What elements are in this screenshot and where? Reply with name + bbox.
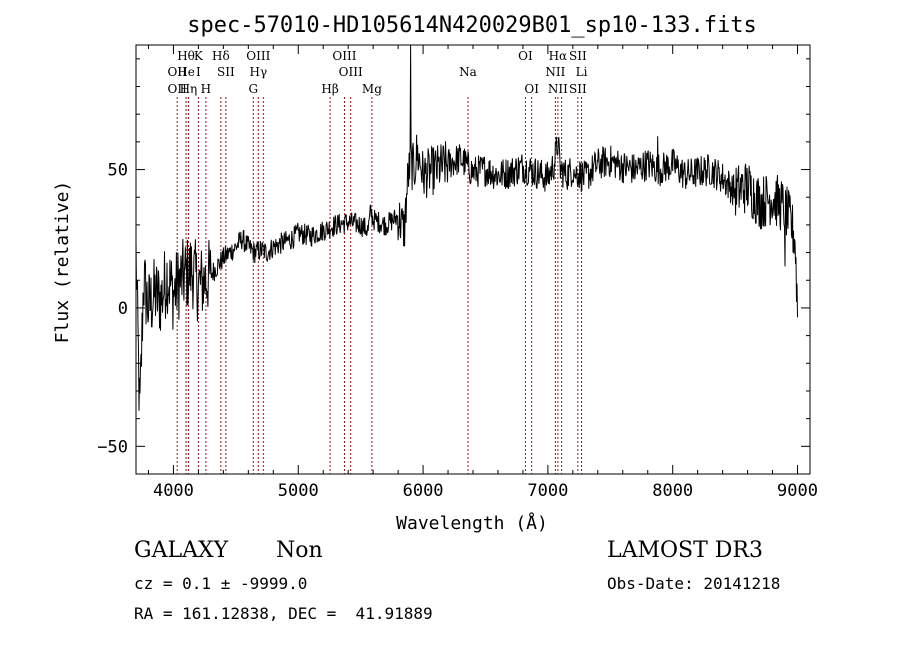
- line-marker-label: OIII: [332, 49, 356, 63]
- x-tick-label: 7000: [527, 481, 568, 501]
- line-marker-label: Hδ: [212, 49, 230, 63]
- line-marker-label: SII: [217, 65, 235, 79]
- coordinates-readout: RA = 161.12838, DEC = 41.91889: [134, 604, 433, 623]
- line-marker-label: Hη: [180, 82, 198, 96]
- line-marker-label: OII: [168, 65, 188, 79]
- survey-name: LAMOST DR3: [607, 538, 763, 563]
- line-marker-label: G: [249, 82, 259, 96]
- line-marker-label: NII: [548, 82, 568, 96]
- y-axis-label: Flux (relative): [52, 181, 73, 344]
- line-marker-label: K: [194, 49, 204, 63]
- line-marker-label: Hθ: [177, 49, 195, 63]
- line-marker-label: NII: [545, 65, 565, 79]
- observation-date: Obs-Date: 20141218: [607, 574, 781, 593]
- redshift-readout: cz = 0.1 ± -9999.0: [134, 574, 308, 593]
- chart-title: spec-57010-HD105614N420029B01_sp10-133.f…: [187, 13, 757, 38]
- line-marker-label: Li: [576, 65, 588, 79]
- line-marker-label: SII: [569, 49, 587, 63]
- line-marker-labels: OIIOIIHθHeHηKIHHδSIIGOIIIHγHβOIIIOIIIMgN…: [168, 49, 588, 96]
- line-marker-label: H: [201, 82, 211, 96]
- object-subclass: Non: [276, 538, 323, 563]
- line-marker-label: Hα: [549, 49, 568, 63]
- line-marker-label: Na: [459, 65, 477, 79]
- axis-ticks: 4000 5000 6000 7000 8000 9000 −50 0 50: [97, 45, 818, 501]
- line-marker-label: OIII: [339, 65, 363, 79]
- x-tick-label: 8000: [652, 481, 693, 501]
- line-marker-label: Hβ: [321, 82, 338, 96]
- line-marker-label: OI: [524, 82, 539, 96]
- spectrum-line: [135, 44, 798, 411]
- line-marker-label: He: [177, 65, 195, 79]
- line-marker-label: Hγ: [249, 65, 267, 79]
- line-marker-label: OI: [518, 49, 533, 63]
- line-markers: [176, 97, 583, 474]
- y-tick-label: 0: [118, 299, 128, 319]
- line-marker-label: Mg: [362, 82, 382, 96]
- x-axis-label: Wavelength (Å): [396, 512, 548, 534]
- line-marker-label: OII: [168, 82, 188, 96]
- x-tick-label: 4000: [153, 481, 194, 501]
- plot-frame: [135, 44, 811, 475]
- y-tick-label: 50: [108, 161, 128, 181]
- object-class: GALAXY: [134, 538, 229, 563]
- x-tick-label: 9000: [777, 481, 818, 501]
- x-tick-label: 6000: [403, 481, 444, 501]
- line-marker-label: I: [196, 65, 201, 79]
- line-marker-label: SII: [569, 82, 587, 96]
- line-marker-label: OIII: [246, 49, 270, 63]
- x-tick-label: 5000: [278, 481, 319, 501]
- spectrum-chart: spec-57010-HD105614N420029B01_sp10-133.f…: [52, 13, 818, 534]
- y-tick-label: −50: [97, 437, 128, 457]
